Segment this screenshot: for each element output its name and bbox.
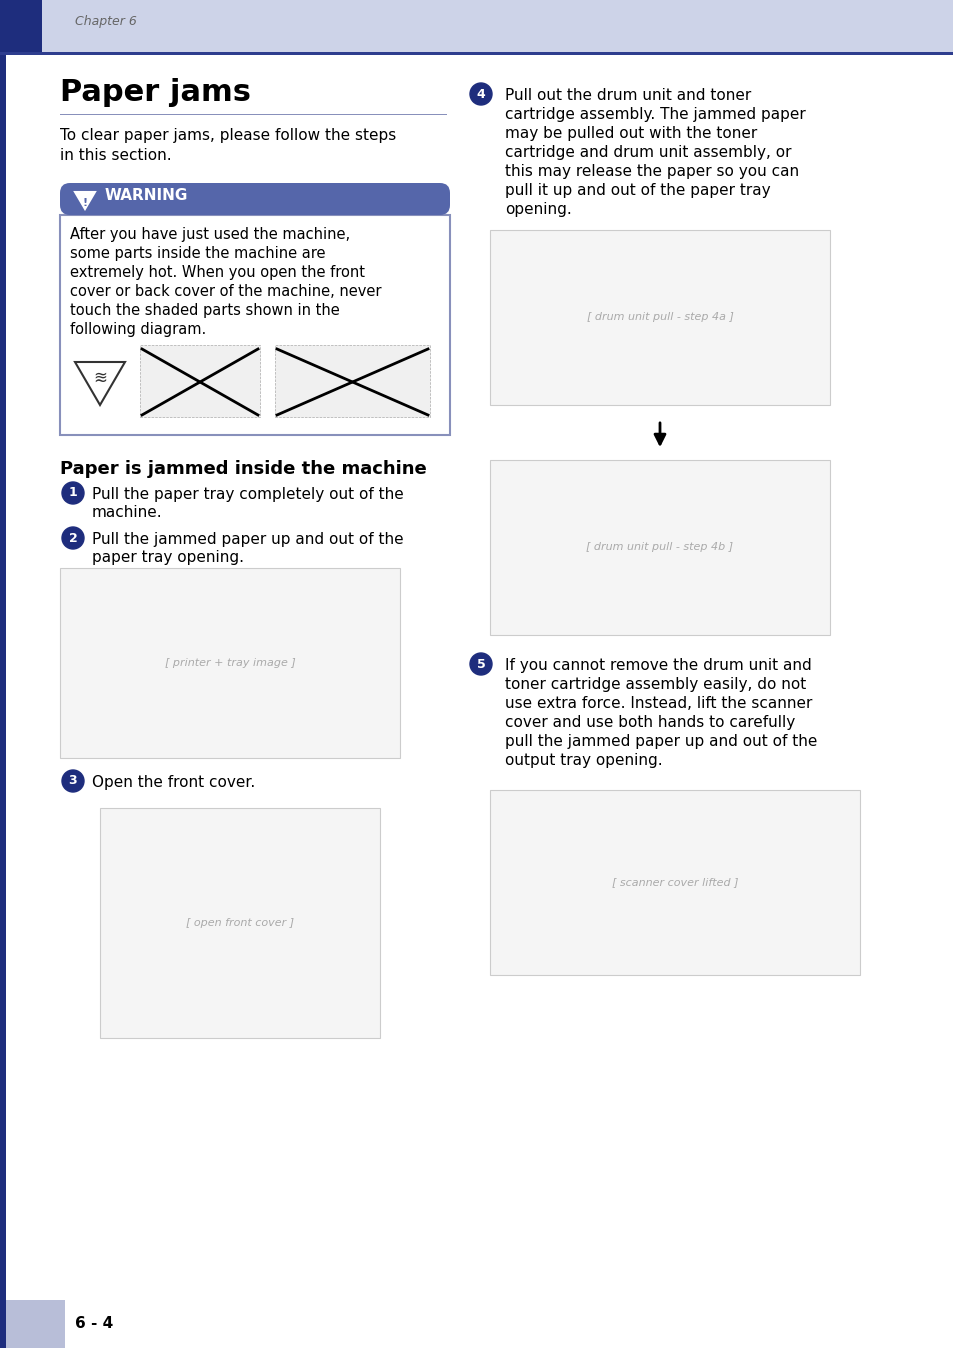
Text: output tray opening.: output tray opening. — [504, 754, 662, 768]
Circle shape — [470, 652, 492, 675]
Text: 3: 3 — [69, 775, 77, 787]
Text: 1: 1 — [69, 487, 77, 500]
Text: paper tray opening.: paper tray opening. — [91, 550, 244, 565]
Bar — [0, 55, 6, 1348]
Text: 2: 2 — [69, 531, 77, 545]
Polygon shape — [75, 191, 95, 209]
Text: Pull the paper tray completely out of the: Pull the paper tray completely out of th… — [91, 487, 403, 501]
Text: use extra force. Instead, lift the scanner: use extra force. Instead, lift the scann… — [504, 696, 812, 710]
Bar — [490, 460, 829, 635]
Bar — [140, 345, 260, 417]
Bar — [490, 790, 859, 975]
Bar — [274, 345, 430, 417]
Text: Paper jams: Paper jams — [60, 78, 251, 106]
Text: may be pulled out with the toner: may be pulled out with the toner — [504, 125, 757, 142]
Text: toner cartridge assembly easily, do not: toner cartridge assembly easily, do not — [504, 677, 805, 692]
Text: pull the jammed paper up and out of the: pull the jammed paper up and out of the — [504, 735, 817, 749]
Text: [ scanner cover lifted ]: [ scanner cover lifted ] — [611, 878, 738, 887]
Text: 5: 5 — [476, 658, 485, 670]
Text: extremely hot. When you open the front: extremely hot. When you open the front — [70, 266, 365, 280]
Circle shape — [62, 483, 84, 504]
Text: To clear paper jams, please follow the steps: To clear paper jams, please follow the s… — [60, 128, 395, 143]
Text: cartridge and drum unit assembly, or: cartridge and drum unit assembly, or — [504, 146, 791, 160]
Bar — [0, 0, 42, 53]
Bar — [60, 113, 447, 115]
Text: cover or back cover of the machine, never: cover or back cover of the machine, neve… — [70, 284, 381, 299]
FancyBboxPatch shape — [60, 183, 450, 214]
Text: [ open front cover ]: [ open front cover ] — [186, 918, 294, 927]
Text: [ drum unit pull - step 4a ]: [ drum unit pull - step 4a ] — [586, 311, 733, 322]
Bar — [490, 231, 829, 404]
Bar — [0, 53, 953, 55]
Text: some parts inside the machine are: some parts inside the machine are — [70, 245, 325, 262]
Text: cartridge assembly. The jammed paper: cartridge assembly. The jammed paper — [504, 106, 805, 123]
FancyBboxPatch shape — [60, 214, 450, 435]
Text: in this section.: in this section. — [60, 148, 172, 163]
Text: WARNING: WARNING — [105, 187, 188, 204]
Text: machine.: machine. — [91, 506, 162, 520]
Bar — [70, 345, 130, 415]
Text: pull it up and out of the paper tray: pull it up and out of the paper tray — [504, 183, 770, 198]
Bar — [60, 568, 399, 758]
Bar — [0, 0, 953, 53]
Text: touch the shaded parts shown in the: touch the shaded parts shown in the — [70, 303, 339, 318]
Text: Paper is jammed inside the machine: Paper is jammed inside the machine — [60, 460, 426, 479]
Circle shape — [470, 84, 492, 105]
Text: [ drum unit pull - step 4b ]: [ drum unit pull - step 4b ] — [586, 542, 733, 551]
Text: Chapter 6: Chapter 6 — [75, 15, 136, 28]
Text: 4: 4 — [476, 88, 485, 101]
Bar — [100, 807, 379, 1038]
Text: this may release the paper so you can: this may release the paper so you can — [504, 164, 799, 179]
Circle shape — [62, 770, 84, 793]
Text: opening.: opening. — [504, 202, 571, 217]
Text: ≋: ≋ — [93, 369, 107, 387]
Text: Pull the jammed paper up and out of the: Pull the jammed paper up and out of the — [91, 532, 403, 547]
Text: Open the front cover.: Open the front cover. — [91, 775, 255, 790]
Bar — [0, 1299, 65, 1348]
Circle shape — [62, 527, 84, 549]
Text: following diagram.: following diagram. — [70, 322, 206, 337]
Text: cover and use both hands to carefully: cover and use both hands to carefully — [504, 714, 795, 731]
Text: After you have just used the machine,: After you have just used the machine, — [70, 226, 350, 243]
Text: [ printer + tray image ]: [ printer + tray image ] — [165, 658, 295, 669]
Text: 6 - 4: 6 - 4 — [75, 1316, 113, 1330]
Text: If you cannot remove the drum unit and: If you cannot remove the drum unit and — [504, 658, 811, 673]
Text: Pull out the drum unit and toner: Pull out the drum unit and toner — [504, 88, 750, 102]
Text: !: ! — [82, 198, 88, 208]
